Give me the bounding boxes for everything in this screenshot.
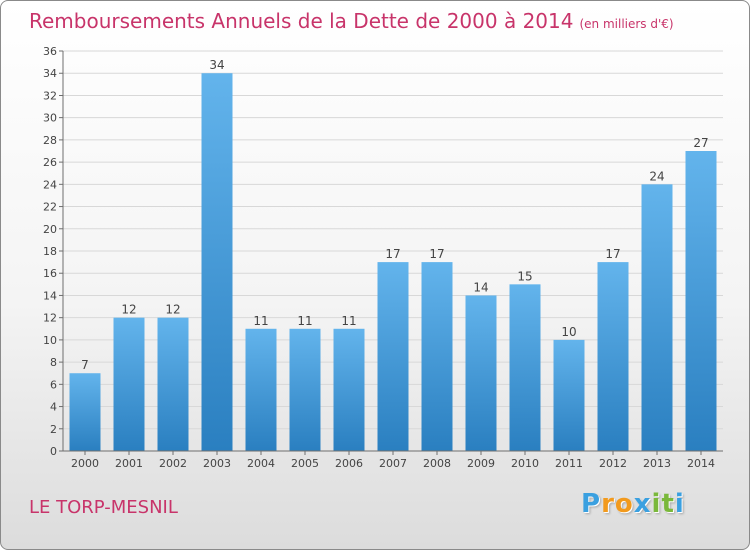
y-tick-label: 18 (43, 245, 57, 258)
x-tick-label: 2002 (159, 457, 187, 470)
chart-unit-note: (en milliers d'€) (579, 17, 674, 31)
y-tick-label: 34 (43, 67, 57, 80)
data-label: 17 (605, 247, 620, 261)
y-tick-label: 14 (43, 289, 57, 302)
data-label: 34 (209, 58, 224, 72)
data-label: 24 (649, 169, 664, 183)
y-tick-label: 2 (50, 423, 57, 436)
data-label: 12 (121, 303, 136, 317)
y-tick-label: 10 (43, 334, 57, 347)
bar (201, 73, 233, 451)
y-tick-label: 4 (50, 401, 57, 414)
x-tick-label: 2001 (115, 457, 143, 470)
y-tick-label: 0 (50, 445, 57, 458)
logo-letter: t (661, 489, 675, 519)
logo-letter: o (614, 489, 634, 519)
bars (69, 73, 717, 452)
x-tick-label: 2014 (687, 457, 715, 470)
y-tick-label: 36 (43, 45, 57, 58)
data-label: 11 (253, 314, 268, 328)
bar (465, 295, 497, 451)
y-tick-label: 22 (43, 201, 57, 214)
x-tick-label: 2005 (291, 457, 319, 470)
x-tick-label: 2000 (71, 457, 99, 470)
logo-letter: x (633, 489, 652, 519)
y-tick-label: 32 (43, 89, 57, 102)
logo-letter: i (651, 489, 662, 519)
y-tick-label: 28 (43, 134, 57, 147)
data-labels: 7 12 12 34 11 11 11 17 17 14 15 10 17 24 27 (81, 58, 708, 372)
chart-title: Remboursements Annuels de la Dette de 20… (29, 9, 674, 33)
y-tick-label: 16 (43, 267, 57, 280)
bar (69, 373, 101, 451)
x-tick-label: 2008 (423, 457, 451, 470)
bar (157, 317, 189, 451)
data-label: 12 (165, 303, 180, 317)
logo-letter: r (601, 489, 615, 519)
data-label: 27 (693, 136, 708, 150)
bar (509, 284, 541, 451)
x-tick-label: 2012 (599, 457, 627, 470)
data-label: 11 (297, 314, 312, 328)
x-tick-label: 2007 (379, 457, 407, 470)
bar (641, 184, 673, 452)
bar (421, 262, 453, 451)
chart-title-text: Remboursements Annuels de la Dette de 20… (29, 9, 574, 33)
y-tick-label: 24 (43, 178, 57, 191)
bar (113, 317, 145, 451)
bar (685, 151, 717, 451)
proxiti-logo: Proxiti (581, 489, 685, 519)
x-tick-label: 2013 (643, 457, 671, 470)
bar (333, 328, 365, 451)
data-label: 11 (341, 314, 356, 328)
y-tick-label: 6 (50, 378, 57, 391)
y-tick-label: 30 (43, 112, 57, 125)
x-tick-label: 2011 (555, 457, 583, 470)
logo-letter: P (581, 489, 602, 519)
data-label: 17 (385, 247, 400, 261)
logo-letter: i (674, 489, 685, 519)
x-tick-label: 2003 (203, 457, 231, 470)
x-tick-label: 2010 (511, 457, 539, 470)
bar (289, 328, 321, 451)
data-label: 14 (473, 280, 488, 294)
data-label: 10 (561, 325, 576, 339)
bar (245, 328, 277, 451)
data-label: 17 (429, 247, 444, 261)
bar (377, 262, 409, 451)
y-tick-label: 20 (43, 223, 57, 236)
y-tick-label: 8 (50, 356, 57, 369)
x-tick-label: 2009 (467, 457, 495, 470)
commune-name: LE TORP-MESNIL (29, 497, 178, 518)
bar (597, 262, 629, 451)
y-tick-label: 26 (43, 156, 57, 169)
data-label: 15 (517, 269, 532, 283)
data-label: 7 (81, 358, 89, 372)
y-tick-label: 12 (43, 312, 57, 325)
x-tick-label: 2006 (335, 457, 363, 470)
bar (553, 339, 585, 451)
x-tick-label: 2004 (247, 457, 275, 470)
